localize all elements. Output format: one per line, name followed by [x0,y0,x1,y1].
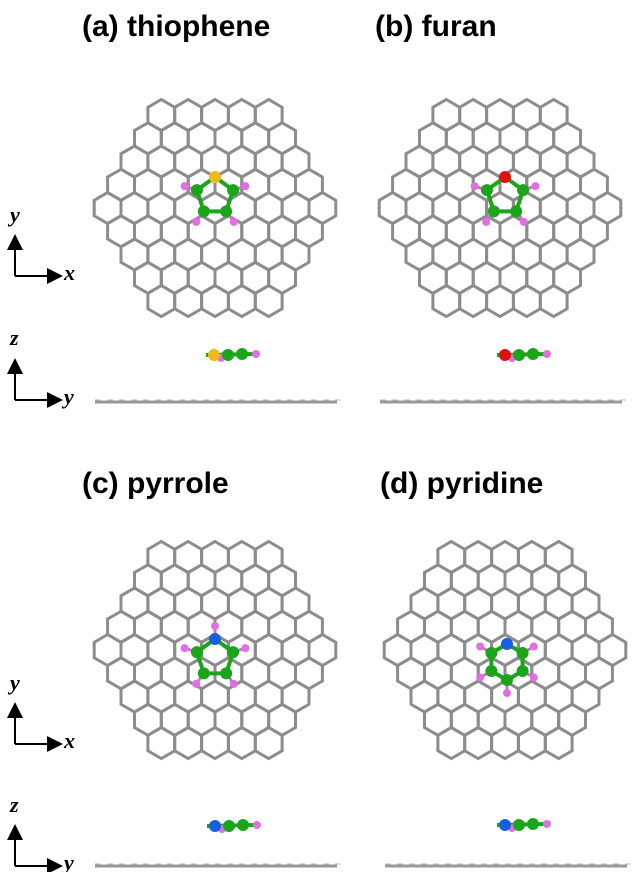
graphene-ring [228,286,255,317]
graphene-ring [545,728,572,759]
graphene-ring [460,286,487,317]
hydrogen-atom [230,218,238,226]
figure: (a) thiophene (b) furan (c) pyrrole (d) … [0,0,632,872]
hydrogen-atom [482,218,490,226]
axis-label: y [61,384,74,409]
hydrogen-atom [211,622,219,630]
graphene-ring [175,286,202,317]
hydrogen-atom [252,350,260,358]
hydrogen-atom [476,674,484,682]
graphene-ring [255,286,282,317]
hetero-atom [499,819,511,831]
carbon-atom [517,184,529,196]
carbon-atom [236,348,248,360]
hetero-atom [208,349,220,361]
hydrogen-atom [230,680,238,688]
hydrogen-atom [192,218,200,226]
hetero-atom [499,171,511,183]
hetero-atom [209,820,221,832]
carbon-atom [481,184,493,196]
carbon-atom [191,184,203,196]
carbon-atom [222,349,234,361]
graphene-ring [202,728,229,759]
hydrogen-atom [181,644,189,652]
hetero-atom [499,349,511,361]
panel-title: (c) pyrrole [82,467,229,500]
graphene-ring [228,728,255,759]
axis-label: y [61,850,74,872]
carbon-atom [510,205,522,217]
axis-label: x [63,728,75,753]
carbon-atom [198,205,210,217]
graphene-ring [202,286,229,317]
carbon-atom [237,819,249,831]
graphene-ring [433,286,460,317]
graphene-ring [492,728,519,759]
hydrogen-atom [476,643,484,651]
hydrogen-atom [543,820,551,828]
carbon-atom [485,647,497,659]
hydrogen-atom [531,182,539,190]
carbon-atom [501,674,513,686]
hydrogen-atom [241,182,249,190]
graphene-ring [513,286,540,317]
graphene-ring [148,728,175,759]
carbon-atom [517,665,529,677]
carbon-atom [513,349,525,361]
carbon-atom [220,667,232,679]
hydrogen-atom [241,644,249,652]
graphene-ring [540,286,567,317]
carbon-atom [513,819,525,831]
panel-title: (a) thiophene [82,10,270,43]
axis-label: z [9,325,19,350]
carbon-atom [485,665,497,677]
graphene-ring [465,728,492,759]
hetero-atom [209,633,221,645]
axis-label: x [63,260,75,285]
hetero-atom [501,638,513,650]
carbon-atom [527,818,539,830]
carbon-atom [227,646,239,658]
carbon-atom [488,205,500,217]
graphene-ring [518,728,545,759]
carbon-atom [227,184,239,196]
carbon-atom [191,646,203,658]
axis-label: y [7,202,20,227]
hydrogen-atom [543,350,551,358]
hydrogen-atom [530,674,538,682]
hydrogen-atom [192,680,200,688]
graphene-ring [487,286,514,317]
axis-label: z [9,792,19,817]
hydrogen-atom [471,182,479,190]
carbon-atom [223,820,235,832]
graphene-ring [148,286,175,317]
hydrogen-atom [530,643,538,651]
graphene-ring [438,728,465,759]
panel-title: (d) pyridine [380,467,543,500]
carbon-atom [198,667,210,679]
hydrogen-atom [253,821,261,829]
carbon-atom [220,205,232,217]
graphene-ring [175,728,202,759]
carbon-atom [527,348,539,360]
graphene-ring [255,728,282,759]
hydrogen-atom [520,218,528,226]
panel-title: (b) furan [375,10,497,43]
hetero-atom [209,171,221,183]
carbon-atom [517,647,529,659]
hydrogen-atom [503,689,511,697]
axis-label: y [7,670,20,695]
hydrogen-atom [181,182,189,190]
